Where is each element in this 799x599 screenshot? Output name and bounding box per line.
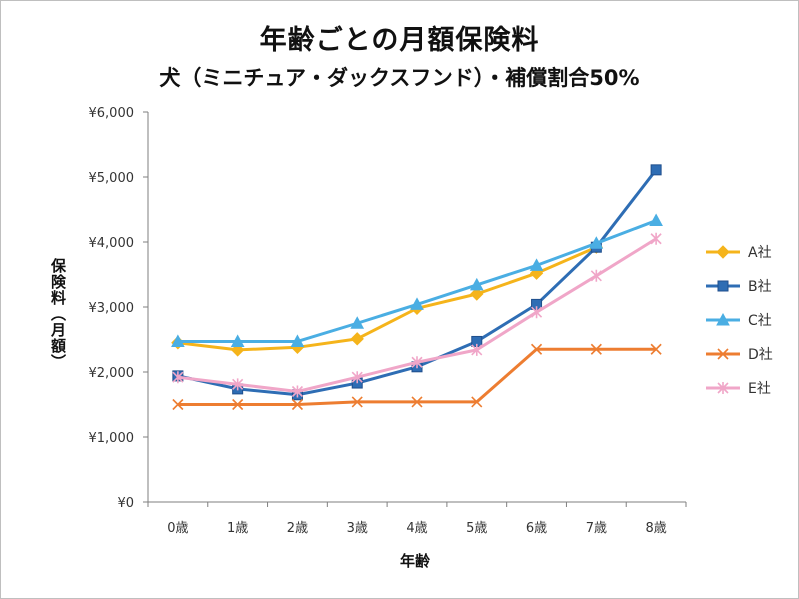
data-point	[530, 306, 543, 319]
y-tick-label: ¥2,000	[89, 366, 135, 381]
x-tick-label: 0歳	[167, 521, 188, 536]
data-point	[411, 356, 423, 369]
y-tick-label: ¥6,000	[89, 106, 135, 121]
y-tick-label: ¥3,000	[89, 301, 135, 316]
series-line	[177, 245, 597, 352]
series-E社	[172, 232, 662, 398]
data-point	[529, 258, 544, 271]
legend: A社 B社 C社 D社 E社	[706, 245, 773, 397]
data-point	[650, 343, 662, 355]
legend-label: C社	[748, 313, 772, 329]
data-point	[351, 396, 363, 408]
legend-item: D社	[706, 347, 773, 363]
data-point	[470, 287, 484, 301]
data-point	[172, 371, 184, 384]
data-point	[410, 297, 424, 310]
data-point	[171, 334, 185, 347]
legend-label: B社	[748, 279, 772, 295]
legend-label: D社	[748, 347, 773, 363]
data-point	[649, 213, 663, 227]
data-point	[350, 316, 365, 329]
legend-item: E社	[706, 381, 771, 397]
data-point	[590, 343, 602, 355]
data-point	[350, 332, 364, 346]
data-point	[172, 398, 184, 411]
x-tick-label: 5歳	[466, 521, 487, 536]
legend-marker	[717, 382, 729, 394]
x-tick-label: 4歳	[406, 521, 427, 536]
axes: ¥0 ¥1,000 ¥2,000 ¥3,000 ¥4,000 ¥5,000 ¥6,000 0歳…	[89, 106, 687, 536]
data-point	[291, 398, 304, 411]
series-line	[177, 219, 657, 343]
chart-title: 年齢ごとの月額保険料	[259, 25, 540, 56]
y-tick-label: ¥0	[117, 496, 134, 511]
series-D社	[172, 343, 662, 411]
y-tick-label: ¥4,000	[89, 236, 135, 251]
legend-marker	[716, 312, 730, 326]
x-tick-label: 2歳	[287, 521, 308, 536]
data-point	[469, 277, 484, 291]
y-tick-label: ¥5,000	[89, 171, 135, 186]
legend-item: B社	[706, 279, 772, 295]
data-point	[291, 385, 304, 398]
legend-marker	[717, 280, 729, 292]
legend-item: C社	[706, 312, 772, 329]
data-point	[232, 398, 244, 411]
data-point	[589, 236, 604, 249]
x-tick-label: 7歳	[586, 521, 607, 536]
x-tick-label: 8歳	[645, 521, 666, 536]
y-axis-label: 保険料（月額）	[49, 258, 67, 370]
x-tick-label: 6歳	[526, 521, 547, 536]
legend-marker	[717, 348, 729, 360]
series-lines	[171, 164, 663, 411]
legend-item: A社	[706, 245, 772, 261]
data-point	[530, 343, 543, 355]
legend-marker	[716, 245, 730, 259]
data-point	[650, 164, 662, 176]
x-tick-label: 3歳	[347, 521, 368, 536]
y-tick-label: ¥1,000	[89, 431, 135, 446]
data-point	[232, 378, 244, 391]
data-point	[471, 343, 483, 356]
data-point	[590, 269, 602, 282]
data-point	[471, 396, 483, 408]
data-point	[650, 232, 662, 245]
data-point	[351, 371, 363, 384]
legend-label: A社	[748, 245, 772, 261]
x-tick-label: 1歳	[227, 521, 248, 536]
chart-subtitle: 犬（ミニチュア・ダックスフンド）・補償割合50%	[159, 66, 640, 90]
x-axis-label: 年齢	[399, 552, 430, 570]
data-point	[411, 396, 423, 408]
series-C社	[171, 213, 663, 347]
legend-label: E社	[748, 381, 771, 397]
data-point	[230, 334, 245, 347]
data-point	[290, 334, 305, 347]
